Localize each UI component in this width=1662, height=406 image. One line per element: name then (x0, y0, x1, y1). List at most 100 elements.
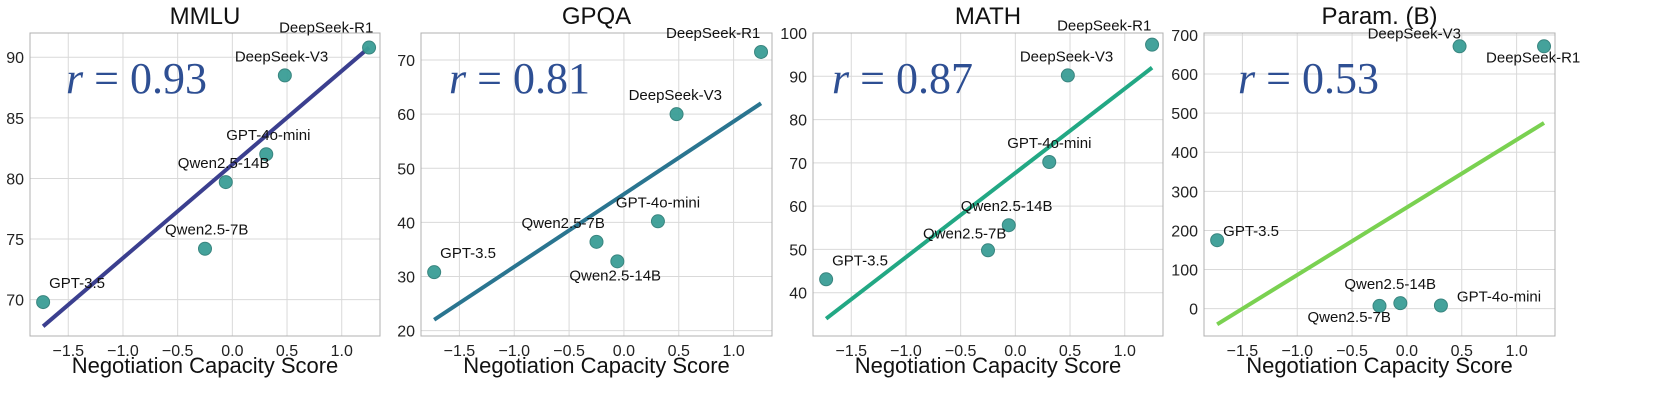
x-tick-label: −1.5 (835, 343, 867, 360)
point-label: DeepSeek-R1 (279, 20, 373, 37)
data-point (36, 295, 51, 310)
point-label: Qwen2.5-14B (569, 267, 661, 284)
regression-line (433, 101, 763, 322)
data-point (650, 214, 665, 229)
point-label: DeepSeek-V3 (235, 48, 328, 65)
r-symbol: r (66, 54, 84, 103)
data-point (1210, 233, 1225, 248)
data-point (218, 175, 233, 190)
grid (30, 33, 380, 336)
point-label: Qwen2.5-7B (923, 225, 1006, 242)
x-tick-label: 0.5 (276, 343, 298, 360)
y-tick-label: 60 (789, 199, 807, 216)
point-label: Qwen2.5-14B (178, 155, 270, 172)
data-point (1452, 39, 1467, 54)
r-symbol: r (1238, 54, 1256, 103)
y-tick-label: 70 (6, 293, 24, 310)
point-label: DeepSeek-R1 (1057, 18, 1151, 35)
y-tick-label: 500 (1171, 106, 1198, 123)
x-tick-label: 0.0 (1396, 343, 1418, 360)
y-tick-label: 80 (789, 113, 807, 130)
x-tick-label: 0.5 (1451, 343, 1473, 360)
data-point (1145, 37, 1160, 52)
plot-frame (812, 32, 1164, 337)
r-symbol: r (832, 54, 850, 103)
regression-line (824, 66, 1154, 321)
data-point (819, 272, 834, 287)
r-value: = 0.93 (83, 54, 207, 103)
r-value: = 0.81 (466, 54, 590, 103)
x-tick-label: −1.5 (1227, 343, 1259, 360)
y-tick-label: 90 (789, 69, 807, 86)
data-point (1060, 68, 1075, 83)
point-label: Qwen2.5-7B (522, 215, 605, 232)
point-label: GPT-4o-mini (616, 194, 700, 211)
point-label: GPT-4o-mini (1457, 289, 1541, 306)
y-tick-label: 70 (789, 156, 807, 173)
y-tick-label: 100 (780, 26, 807, 43)
x-tick-label: −1.0 (498, 343, 530, 360)
chart-panel-0: −1.5 −1.0 −0.5 0.0 0.5 1.0 70 75 80 85 90 MMLU Negot… (6, 3, 381, 378)
correlation-label: r = 0.93 (66, 54, 207, 103)
data-point (259, 147, 274, 162)
grid (421, 33, 772, 336)
point-label: GPT-3.5 (440, 245, 496, 262)
y-tick-label: 0 (1189, 302, 1198, 319)
chart-title: Param. (B) (1321, 3, 1437, 30)
chart-panel-1: −1.5 −1.0 −0.5 0.0 0.5 1.0 20 30 40 50 60 70 GPQA Neg… (397, 3, 773, 378)
y-tick-label: 300 (1171, 184, 1198, 201)
data-point (427, 265, 442, 280)
point-label: GPT-3.5 (1223, 223, 1279, 240)
data-point (1537, 39, 1552, 54)
y-tick-label: 100 (1171, 263, 1198, 280)
data-point (589, 234, 604, 249)
y-tick-label: 70 (397, 53, 415, 70)
x-tick-label: −1.5 (52, 343, 84, 360)
x-tick-label: 1.0 (1114, 343, 1136, 360)
x-tick-label: 0.5 (1059, 343, 1081, 360)
x-tick-label: 0.0 (1004, 343, 1026, 360)
point-label: Qwen2.5-14B (1344, 276, 1436, 293)
x-tick-label: −0.5 (945, 343, 977, 360)
point-label: DeepSeek-V3 (1368, 25, 1461, 42)
x-tick-label: 1.0 (331, 343, 353, 360)
y-tick-label: 200 (1171, 223, 1198, 240)
point-label: GPT-4o-mini (1007, 135, 1091, 152)
point-label: DeepSeek-V3 (629, 87, 722, 104)
data-point (754, 44, 769, 59)
y-tick-label: 20 (397, 324, 415, 341)
point-label: DeepSeek-V3 (1020, 48, 1113, 65)
data-point (1433, 298, 1448, 313)
chart-panel-3: −1.5 −1.0 −0.5 0.0 0.5 1.0 0 100 200 300 400 500 600… (1171, 3, 1580, 378)
x-tick-label: 1.0 (722, 343, 744, 360)
point-label: Qwen2.5-7B (1308, 309, 1391, 326)
y-tick-label: 85 (6, 111, 24, 128)
y-tick-label: 600 (1171, 67, 1198, 84)
data-point (1042, 154, 1057, 169)
correlation-label: r = 0.87 (832, 54, 973, 103)
data-point (669, 107, 684, 122)
y-tick-label: 50 (789, 242, 807, 259)
point-label: Qwen2.5-14B (961, 198, 1053, 215)
regression-line (1216, 121, 1546, 326)
x-tick-label: −1.0 (890, 343, 922, 360)
x-tick-label: −1.0 (1281, 343, 1313, 360)
x-axis-label: Negotiation Capacity Score (463, 353, 730, 378)
data-point (1372, 298, 1387, 313)
x-tick-label: −1.5 (444, 343, 476, 360)
correlation-label: r = 0.53 (1238, 54, 1379, 103)
x-axis-label: Negotiation Capacity Score (855, 353, 1122, 378)
data-point (362, 40, 377, 55)
y-tick-label: 30 (397, 269, 415, 286)
x-tick-label: 0.0 (221, 343, 243, 360)
correlation-label: r = 0.81 (449, 54, 590, 103)
plot-frame (1203, 32, 1556, 337)
data-point (1001, 218, 1016, 233)
y-tick-label: 40 (789, 286, 807, 303)
x-tick-label: −0.5 (1336, 343, 1368, 360)
x-axis-label: Negotiation Capacity Score (1246, 353, 1513, 378)
point-label: DeepSeek-R1 (666, 25, 760, 42)
point-label: Qwen2.5-7B (165, 222, 248, 239)
regression-line (41, 46, 371, 328)
